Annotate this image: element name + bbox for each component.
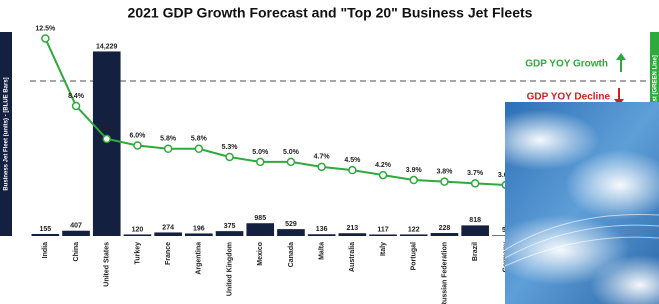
line-point bbox=[441, 178, 448, 185]
line-value-label: 4.7% bbox=[314, 154, 331, 161]
bar bbox=[246, 223, 274, 236]
x-tick-label: Argentina bbox=[196, 242, 203, 275]
legend-label: GDP YOY Growth bbox=[525, 59, 608, 70]
line-value-label: 5.0% bbox=[252, 149, 269, 156]
line-value-label: 4.5% bbox=[344, 157, 361, 164]
bar bbox=[185, 233, 213, 236]
x-tick-label: Malta bbox=[318, 242, 325, 260]
x-tick-label: United States bbox=[104, 242, 111, 287]
bar bbox=[308, 234, 336, 236]
line-value-label: 5.8% bbox=[191, 136, 208, 143]
bar bbox=[400, 234, 428, 236]
bar bbox=[32, 234, 60, 236]
line-value-label: 5.0% bbox=[283, 149, 300, 156]
bar-value-label: 818 bbox=[469, 217, 481, 224]
bar bbox=[124, 234, 152, 236]
x-tick-label: Portugal bbox=[411, 242, 418, 270]
line-point bbox=[318, 163, 325, 170]
line-point bbox=[472, 180, 479, 187]
line-point bbox=[103, 135, 110, 142]
legend-label: GDP YOY Decline bbox=[527, 92, 611, 103]
bar bbox=[461, 225, 489, 236]
bar-value-label: 122 bbox=[408, 226, 420, 233]
line-value-label: 12.5% bbox=[35, 25, 56, 32]
x-tick-label: United Kingdom bbox=[226, 242, 233, 296]
plot: India China United States Turkey France Argen… bbox=[32, 25, 520, 304]
legend-arrow-up bbox=[616, 53, 626, 72]
bar bbox=[216, 231, 244, 236]
line-value-label: 3.8% bbox=[436, 169, 453, 176]
bar-value-label: 375 bbox=[224, 223, 236, 230]
line-value-label: 5.8% bbox=[160, 136, 177, 143]
line-point bbox=[73, 102, 80, 109]
bar-value-label: 117 bbox=[377, 226, 388, 233]
x-tick-label: Brazil bbox=[472, 242, 479, 261]
bar-value-label: 155 bbox=[40, 226, 52, 233]
line-value-label: 3.7% bbox=[467, 170, 484, 177]
chart-title: 2021 GDP Growth Forecast and "Top 20" Bu… bbox=[128, 5, 533, 21]
line-value-label: 8.4% bbox=[68, 93, 85, 100]
bar-value-label: 985 bbox=[254, 215, 266, 222]
x-tick-label: Russian Federation bbox=[441, 242, 448, 304]
line-point bbox=[410, 177, 417, 184]
bar bbox=[154, 232, 182, 236]
bar bbox=[277, 229, 305, 236]
x-tick-label: China bbox=[73, 242, 80, 262]
bar bbox=[339, 233, 367, 236]
bar-value-label: 136 bbox=[316, 226, 328, 233]
y2-axis-label: ast [GREEN Line] bbox=[653, 55, 659, 105]
line-value-label: 5.3% bbox=[222, 144, 239, 151]
x-tick-label: Australia bbox=[349, 242, 356, 272]
chart: 2021 GDP Growth Forecast and "Top 20" Bu… bbox=[0, 0, 659, 304]
bar bbox=[431, 233, 459, 236]
x-tick-label: Mexico bbox=[257, 242, 264, 266]
line-value-label: 6.0% bbox=[129, 132, 146, 139]
x-tick-label: Canada bbox=[288, 242, 295, 267]
bar-value-label: 274 bbox=[162, 224, 174, 231]
line-value-label: 4.2% bbox=[375, 162, 392, 169]
bar-value-label: 213 bbox=[347, 225, 359, 232]
x-tick-label: Turkey bbox=[134, 242, 141, 265]
y-axis-label: Business Jet Fleet (units) - [BLUE Bars] bbox=[4, 77, 10, 190]
line-point bbox=[42, 35, 49, 42]
x-tick-label: India bbox=[42, 242, 49, 258]
line-point bbox=[257, 158, 264, 165]
bar-value-label: 120 bbox=[132, 226, 144, 233]
bar-value-label: 228 bbox=[439, 225, 451, 232]
bar-value-label: 14,229 bbox=[96, 43, 118, 50]
bar bbox=[62, 231, 90, 236]
line-point bbox=[226, 153, 233, 160]
bar-value-label: 196 bbox=[193, 225, 205, 232]
line-point bbox=[349, 167, 356, 174]
line-value-label: 6.4% bbox=[99, 126, 116, 133]
photo-overlay bbox=[480, 102, 659, 304]
x-tick-label: Italy bbox=[380, 242, 387, 256]
line-point bbox=[165, 145, 172, 152]
line-point bbox=[380, 172, 387, 179]
bar-value-label: 529 bbox=[285, 221, 297, 228]
bar-value-label: 407 bbox=[70, 223, 82, 230]
x-tick-label: France bbox=[165, 242, 172, 265]
line-value-label: 3.9% bbox=[406, 167, 423, 174]
line-point bbox=[287, 158, 294, 165]
bar bbox=[369, 234, 397, 236]
line-point bbox=[195, 145, 202, 152]
bar bbox=[93, 51, 121, 236]
line-point bbox=[134, 142, 141, 149]
